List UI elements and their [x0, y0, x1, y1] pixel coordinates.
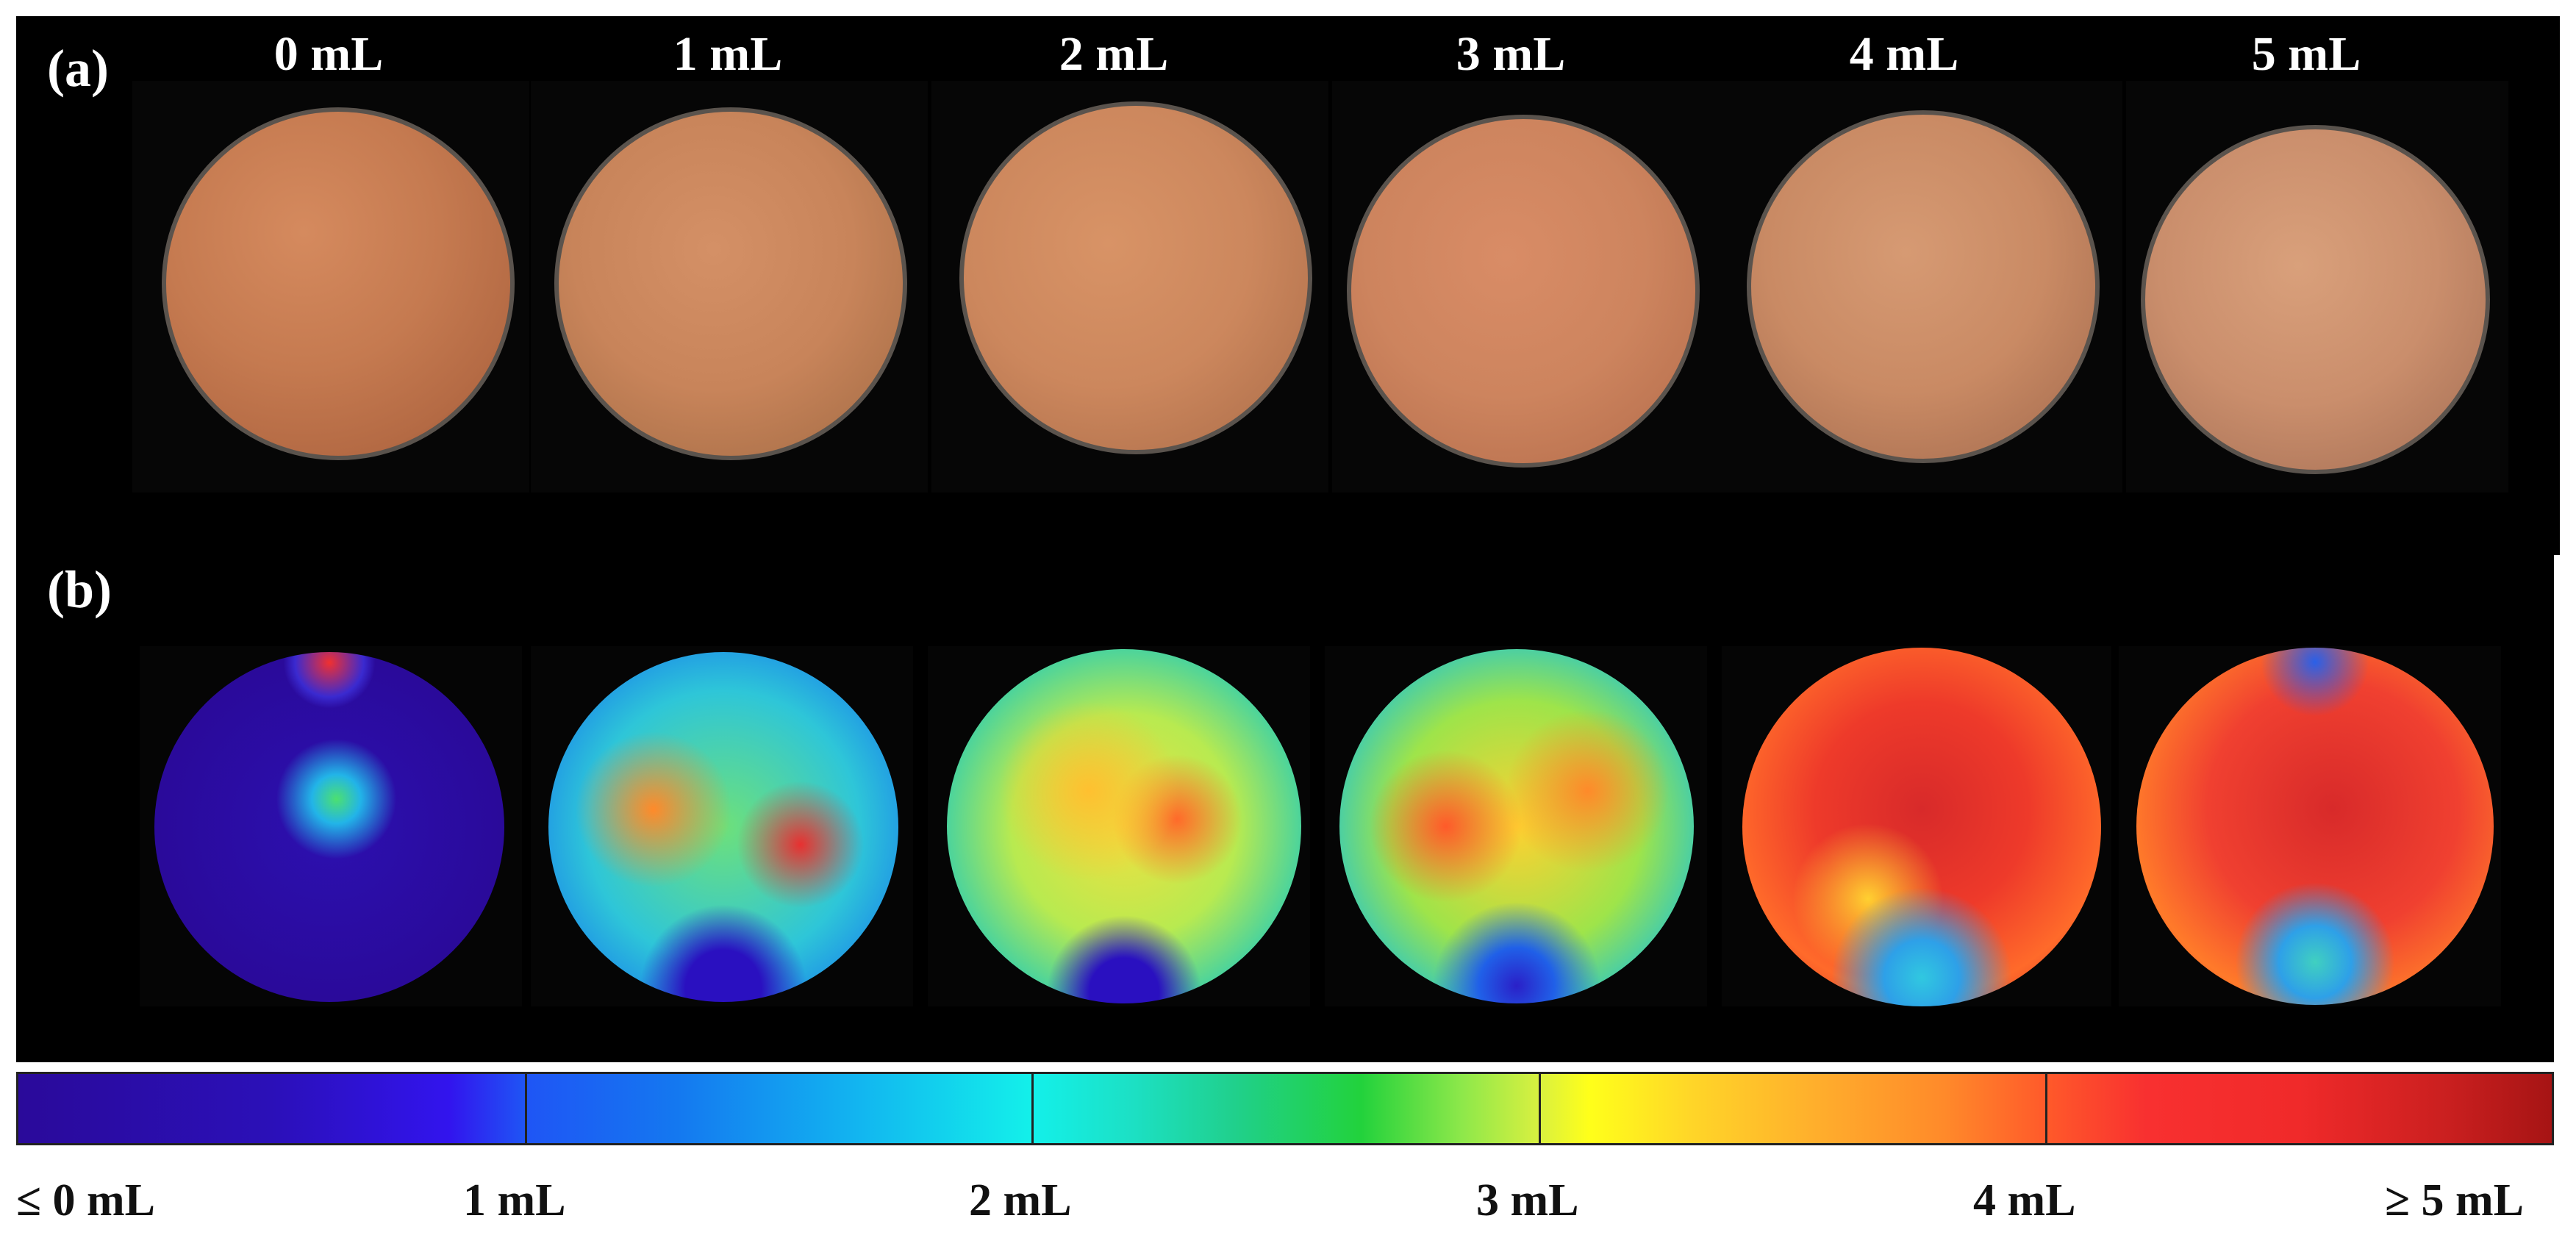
sample-photo-5ml	[2126, 81, 2508, 493]
sample-photo-0ml	[132, 81, 529, 493]
heatmap-disc	[947, 649, 1301, 1003]
column-label-1ml: 1 mL	[673, 27, 783, 81]
prediction-map-3ml	[1325, 646, 1707, 1006]
sample-photo-4ml	[1722, 81, 2122, 493]
colorbar-divider	[525, 1074, 528, 1143]
heatmap-disc	[154, 652, 504, 1002]
panel-a-label: (a)	[47, 39, 109, 98]
colorbar-label-max: ≥ 5 mL	[2385, 1175, 2525, 1225]
heatmap-disc	[1742, 648, 2101, 1006]
prediction-map-0ml	[140, 646, 522, 1006]
column-label-5ml: 5 mL	[2251, 27, 2361, 81]
petri-dish-icon	[2141, 125, 2490, 474]
sample-photo-1ml	[531, 81, 928, 493]
colorbar-label-3ml: 3 mL	[1476, 1175, 1579, 1225]
prediction-map-2ml	[928, 646, 1310, 1006]
heatmap-disc	[1339, 649, 1694, 1003]
prediction-map-panel: (b)	[16, 555, 2554, 1062]
sample-photo-3ml	[1332, 81, 1729, 493]
prediction-map-5ml	[2119, 646, 2501, 1006]
photo-panel: (a) 0 mL 1 mL 2 mL 3 mL 4 mL 5 mL	[16, 16, 2560, 555]
column-label-4ml: 4 mL	[1849, 27, 1959, 81]
heatmap-disc	[548, 652, 898, 1002]
petri-dish-icon	[554, 107, 907, 460]
colorbar-label-2ml: 2 mL	[969, 1175, 1072, 1225]
colorbar-label-1ml: 1 mL	[463, 1175, 566, 1225]
petri-dish-icon	[1747, 110, 2100, 463]
colorbar-label-4ml: 4 mL	[1973, 1175, 2076, 1225]
colorbar-divider	[1538, 1074, 1541, 1143]
colorbar-divider	[2044, 1074, 2047, 1143]
column-label-2ml: 2 mL	[1059, 27, 1169, 81]
panel-b-label: (b)	[47, 560, 112, 619]
sample-photo-2ml	[931, 81, 1328, 493]
prediction-map-1ml	[531, 646, 913, 1006]
petri-dish-icon	[1347, 115, 1700, 468]
colorbar-label-min: ≤ 0 mL	[16, 1175, 156, 1225]
color-scale-bar	[16, 1072, 2554, 1145]
heatmap-disc	[2136, 648, 2494, 1005]
column-label-0ml: 0 mL	[273, 27, 384, 81]
petri-dish-icon	[162, 107, 515, 460]
column-label-3ml: 3 mL	[1456, 27, 1566, 81]
colorbar-divider	[1031, 1074, 1034, 1143]
petri-dish-icon	[959, 101, 1312, 454]
prediction-map-4ml	[1722, 646, 2111, 1006]
